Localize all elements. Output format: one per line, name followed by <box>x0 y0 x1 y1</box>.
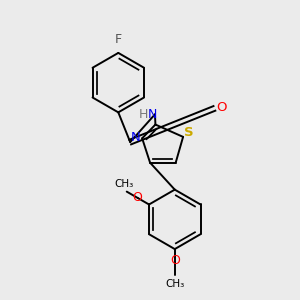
Text: O: O <box>216 101 226 114</box>
Text: CH₃: CH₃ <box>165 279 184 289</box>
Text: O: O <box>132 190 142 204</box>
Text: O: O <box>170 254 180 268</box>
Text: H: H <box>138 108 148 121</box>
Text: CH₃: CH₃ <box>114 178 134 189</box>
Text: N: N <box>130 131 140 144</box>
Text: N: N <box>147 108 157 121</box>
Text: S: S <box>184 126 194 140</box>
Text: F: F <box>115 33 122 46</box>
